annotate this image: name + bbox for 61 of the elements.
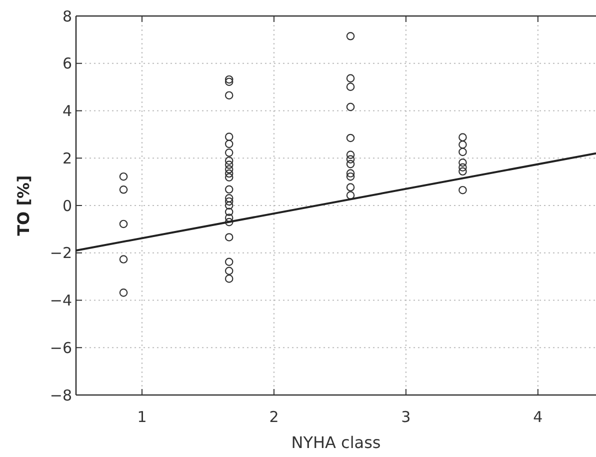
point [346,191,355,200]
point [346,102,355,112]
point [458,133,467,142]
point [346,160,355,168]
point [224,160,234,169]
point [458,158,467,167]
y-tick-label: 2 [62,149,72,168]
point [224,75,234,84]
point [346,134,355,142]
point [224,165,234,174]
x-tick-label: 3 [401,408,411,426]
point [224,197,234,206]
x-tick-label: 4 [533,408,543,426]
point [346,82,355,91]
point [224,208,234,216]
point [224,148,234,157]
point [119,288,128,297]
point [458,186,467,194]
point [346,32,355,40]
point [224,266,234,276]
point [346,74,355,82]
point [346,169,355,178]
point [224,156,234,165]
x-tick-label: 1 [137,408,147,426]
point [224,233,234,242]
point [119,172,128,181]
point [346,150,355,159]
point [224,201,234,210]
point [224,274,234,283]
y-tick-label: 8 [62,7,72,26]
point [224,78,234,86]
point [224,258,234,266]
y-tick-label: −8 [50,386,72,404]
point [346,172,355,181]
point [458,140,467,149]
point [224,140,234,148]
y-tick-label: 0 [62,196,72,215]
point [224,194,234,202]
point [119,185,128,194]
x-tick-label: 2 [269,408,279,426]
point [346,155,355,164]
point [458,148,467,156]
point [119,255,128,264]
point [224,132,234,141]
y-tick-label: 4 [62,102,72,120]
point [224,169,234,178]
point [224,185,234,194]
point [346,183,355,192]
point [224,214,234,222]
point [119,220,128,228]
point [224,173,234,182]
point [458,163,467,172]
y-tick-label: 6 [62,54,72,73]
point [224,218,234,226]
y-tick-label: −6 [50,338,72,357]
point [224,91,234,100]
y-axis-title: TO [%] [14,175,33,236]
y-tick-label: −2 [50,244,72,262]
x-axis-title: NYHA class [291,433,381,452]
y-tick-label: −4 [50,292,72,310]
point [458,167,467,176]
